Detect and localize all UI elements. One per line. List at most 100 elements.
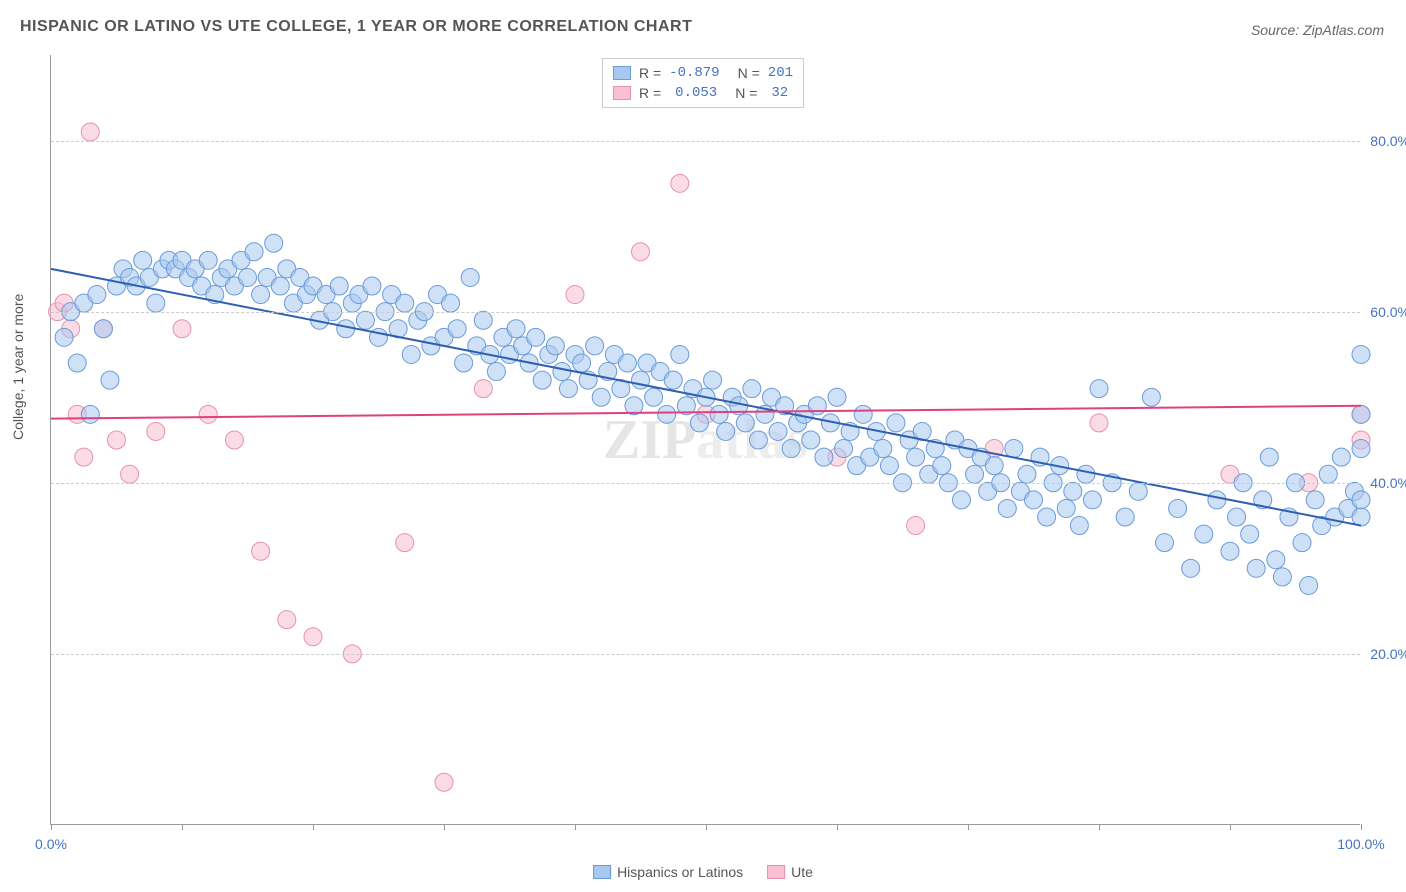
scatter-point [573, 354, 591, 372]
scatter-point [1352, 440, 1370, 458]
scatter-point [1352, 491, 1370, 509]
source-label: Source: ZipAtlas.com [1251, 22, 1384, 38]
scatter-point [487, 363, 505, 381]
legend-bottom-swatch-2 [767, 865, 785, 879]
scatter-point [782, 440, 800, 458]
regression-line [51, 269, 1361, 526]
gridline-h [51, 483, 1360, 484]
chart-svg [51, 55, 1360, 824]
scatter-point [461, 268, 479, 286]
scatter-point [887, 414, 905, 432]
y-tick-label: 40.0% [1365, 475, 1406, 491]
scatter-point [435, 773, 453, 791]
x-tick [1099, 824, 1100, 830]
scatter-point [671, 174, 689, 192]
scatter-point [717, 422, 735, 440]
scatter-point [1352, 345, 1370, 363]
legend-r-label-2: R = [639, 85, 661, 101]
chart-container: HISPANIC OR LATINO VS UTE COLLEGE, 1 YEA… [0, 0, 1406, 892]
scatter-point [1070, 517, 1088, 535]
scatter-point [1057, 499, 1075, 517]
legend-r-label: R = [639, 65, 661, 81]
scatter-point [75, 448, 93, 466]
x-tick [706, 824, 707, 830]
scatter-point [101, 371, 119, 389]
scatter-point [828, 388, 846, 406]
scatter-point [147, 422, 165, 440]
y-tick-label: 60.0% [1365, 304, 1406, 320]
scatter-point [952, 491, 970, 509]
scatter-point [455, 354, 473, 372]
scatter-point [690, 414, 708, 432]
scatter-point [769, 422, 787, 440]
scatter-point [1142, 388, 1160, 406]
scatter-point [835, 440, 853, 458]
scatter-point [1332, 448, 1350, 466]
scatter-point [147, 294, 165, 312]
scatter-point [68, 354, 86, 372]
legend-n-value-2: 32 [771, 85, 788, 101]
scatter-point [396, 294, 414, 312]
scatter-point [1038, 508, 1056, 526]
gridline-h [51, 141, 1360, 142]
legend-bottom-item-2: Ute [767, 864, 813, 880]
scatter-point [225, 431, 243, 449]
chart-title: HISPANIC OR LATINO VS UTE COLLEGE, 1 YEA… [20, 18, 692, 36]
scatter-point [1018, 465, 1036, 483]
scatter-point [271, 277, 289, 295]
scatter-point [815, 448, 833, 466]
scatter-point [199, 251, 217, 269]
scatter-point [645, 388, 663, 406]
scatter-point [173, 320, 191, 338]
scatter-point [239, 268, 257, 286]
scatter-point [1267, 551, 1285, 569]
scatter-point [1129, 482, 1147, 500]
scatter-point [736, 414, 754, 432]
scatter-point [664, 371, 682, 389]
x-tick [313, 824, 314, 830]
scatter-point [880, 457, 898, 475]
x-tick [51, 824, 52, 830]
scatter-point [442, 294, 460, 312]
scatter-point [933, 457, 951, 475]
plot-area: ZIPatlas 20.0%40.0%60.0%80.0%0.0%100.0% [50, 55, 1360, 825]
scatter-point [586, 337, 604, 355]
scatter-point [1195, 525, 1213, 543]
legend-top: R = -0.879 N = 201 R = 0.053 N = 32 [602, 58, 804, 108]
scatter-point [1241, 525, 1259, 543]
scatter-point [546, 337, 564, 355]
scatter-point [330, 277, 348, 295]
gridline-h [51, 654, 1360, 655]
scatter-point [507, 320, 525, 338]
scatter-point [1319, 465, 1337, 483]
scatter-point [396, 534, 414, 552]
scatter-point [108, 431, 126, 449]
scatter-point [1306, 491, 1324, 509]
scatter-point [121, 465, 139, 483]
scatter-point [1273, 568, 1291, 586]
legend-swatch-ute [613, 86, 631, 100]
legend-bottom-label-2: Ute [791, 864, 813, 880]
scatter-point [252, 286, 270, 304]
scatter-point [1352, 508, 1370, 526]
scatter-point [671, 345, 689, 363]
x-tick [837, 824, 838, 830]
scatter-point [1083, 491, 1101, 509]
legend-n-value-1: 201 [768, 65, 793, 81]
x-tick [575, 824, 576, 830]
x-tick [968, 824, 969, 830]
scatter-point [527, 328, 545, 346]
scatter-point [618, 354, 636, 372]
scatter-point [252, 542, 270, 560]
scatter-point [592, 388, 610, 406]
y-tick-label: 80.0% [1365, 133, 1406, 149]
scatter-point [1208, 491, 1226, 509]
scatter-point [363, 277, 381, 295]
legend-top-row-2: R = 0.053 N = 32 [613, 83, 793, 103]
legend-n-label: N = [738, 65, 760, 81]
scatter-point [81, 123, 99, 141]
scatter-point [1116, 508, 1134, 526]
scatter-point [1293, 534, 1311, 552]
scatter-point [985, 457, 1003, 475]
x-tick [1361, 824, 1362, 830]
